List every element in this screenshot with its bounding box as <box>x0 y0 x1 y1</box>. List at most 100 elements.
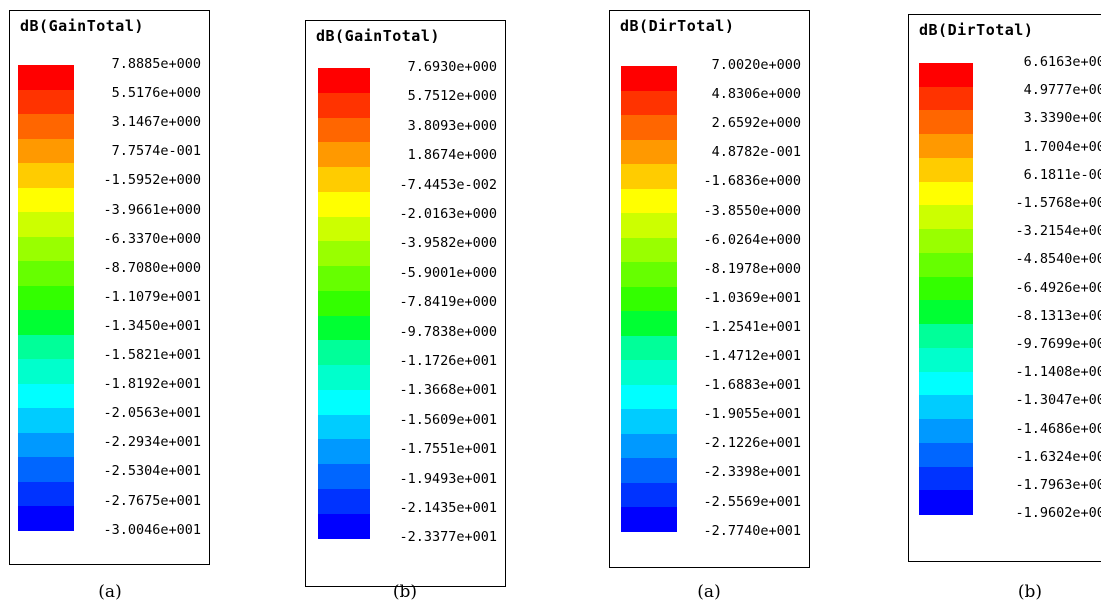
tick-label: -1.5952e+000 <box>103 172 201 189</box>
tick-label: 7.8885e+000 <box>111 56 201 72</box>
color-band <box>318 167 370 193</box>
tick-label: -5.9001e+000 <box>399 264 497 281</box>
color-band <box>318 389 370 416</box>
tick-label: -2.3377e+001 <box>399 529 497 546</box>
color-band <box>318 191 370 218</box>
tick-label: -1.1726e+001 <box>399 353 497 369</box>
tick-label: -1.1408e+001 <box>1015 364 1101 381</box>
tick-label: -1.1079e+001 <box>103 288 201 305</box>
tick-label: -3.9582e+000 <box>399 235 497 252</box>
color-band <box>621 90 677 116</box>
color-band <box>919 110 973 135</box>
color-band <box>621 482 677 508</box>
color-band <box>919 466 973 492</box>
tick-label: 6.1811e-002 <box>1023 166 1101 183</box>
tick-label: -1.4712e+001 <box>703 348 801 364</box>
tick-label: -1.6836e+000 <box>703 173 801 190</box>
color-band <box>919 442 973 468</box>
tick-label: -1.2541e+001 <box>703 318 801 335</box>
color-band <box>621 66 677 92</box>
tick-label: -1.4686e+001 <box>1015 420 1101 437</box>
tick-label: -1.3047e+001 <box>1015 392 1101 409</box>
legend-dir-total-a: dB(DirTotal) 7.0020e+000 4.8306e+000 2.659… <box>609 10 810 568</box>
tick-label: 4.8782e-001 <box>711 144 801 161</box>
tick-label: 1.7004e+000 <box>1023 138 1101 155</box>
color-band <box>621 213 677 239</box>
color-band <box>621 188 677 214</box>
color-band <box>919 205 973 230</box>
color-band <box>621 433 677 459</box>
color-band <box>919 395 973 420</box>
tick-label: -4.8540e+000 <box>1015 251 1101 268</box>
color-band <box>318 142 370 168</box>
color-band <box>621 384 677 410</box>
tick-label: -2.3398e+001 <box>703 464 801 481</box>
color-band <box>18 432 74 458</box>
tick-label: -2.7675e+001 <box>103 492 201 509</box>
color-band <box>621 139 677 165</box>
color-band <box>919 300 973 325</box>
color-band <box>318 92 370 119</box>
tick-label: -7.4453e-002 <box>399 176 497 193</box>
tick-label: 2.6592e+000 <box>711 115 801 132</box>
legend-dir-total-b: dB(DirTotal) 6.6163e+000 4.9777e+000 3.339… <box>908 14 1101 562</box>
color-band <box>919 347 973 373</box>
tick-label: -3.2154e+000 <box>1015 223 1101 240</box>
tick-label: -1.3668e+001 <box>399 382 497 399</box>
color-band <box>318 414 370 440</box>
legend-title: dB(DirTotal) <box>919 21 1034 39</box>
color-band <box>621 311 677 337</box>
tick-label: 7.0020e+000 <box>711 57 801 73</box>
tick-label: -2.1226e+001 <box>703 435 801 452</box>
color-band <box>919 371 973 397</box>
tick-label: 7.7574e-001 <box>111 143 201 160</box>
tick-label: -1.5609e+001 <box>399 411 497 428</box>
tick-label: -2.0563e+001 <box>103 405 201 422</box>
color-band <box>621 262 677 288</box>
legend-title: dB(DirTotal) <box>620 17 735 35</box>
tick-label: -9.7699e+000 <box>1015 336 1101 352</box>
color-band <box>919 490 973 515</box>
color-band <box>18 506 74 532</box>
color-band <box>318 439 370 465</box>
color-band <box>621 360 677 386</box>
color-band <box>318 241 370 267</box>
tick-label: -1.0369e+001 <box>703 289 801 306</box>
color-band <box>318 513 370 539</box>
color-band <box>919 134 973 159</box>
color-band <box>919 252 973 278</box>
tick-label: -2.7740e+001 <box>703 522 801 539</box>
tick-label: -1.9055e+001 <box>703 406 801 423</box>
tick-label: -1.6324e+001 <box>1015 448 1101 465</box>
caption-b-gain: (b) <box>392 582 418 602</box>
tick-label: 3.8093e+000 <box>407 117 497 134</box>
tick-label: 6.6163e+000 <box>1023 54 1101 70</box>
color-band <box>621 507 677 533</box>
caption-a-gain: (a) <box>98 582 122 602</box>
color-band <box>18 89 74 115</box>
tick-label: -1.7963e+001 <box>1015 477 1101 493</box>
color-band <box>18 65 74 91</box>
color-band <box>621 335 677 361</box>
tick-label: -6.4926e+000 <box>1015 279 1101 296</box>
color-band <box>18 163 74 189</box>
tick-label: 4.9777e+000 <box>1023 82 1101 99</box>
color-band <box>18 285 74 311</box>
color-band <box>18 187 74 213</box>
color-band <box>919 181 973 207</box>
color-band <box>919 229 973 254</box>
color-band <box>919 157 973 183</box>
color-band <box>18 334 74 360</box>
color-band <box>18 310 74 336</box>
tick-label: -6.0264e+000 <box>703 231 801 248</box>
tick-label: -3.8550e+000 <box>703 202 801 219</box>
tick-label: 5.7512e+000 <box>407 88 497 105</box>
tick-label: -2.2934e+001 <box>103 434 201 451</box>
color-band <box>919 324 973 349</box>
legend-gain-total-b: dB(GainTotal) 7.6930e+000 5.7512e+000 3.80… <box>305 20 506 587</box>
caption-b-dir: (b) <box>1017 582 1043 602</box>
tick-label: -3.9661e+000 <box>103 201 201 218</box>
tick-label: -9.7838e+000 <box>399 323 497 340</box>
tick-label: -1.5821e+001 <box>103 347 201 363</box>
tick-label: -7.8419e+000 <box>399 294 497 311</box>
